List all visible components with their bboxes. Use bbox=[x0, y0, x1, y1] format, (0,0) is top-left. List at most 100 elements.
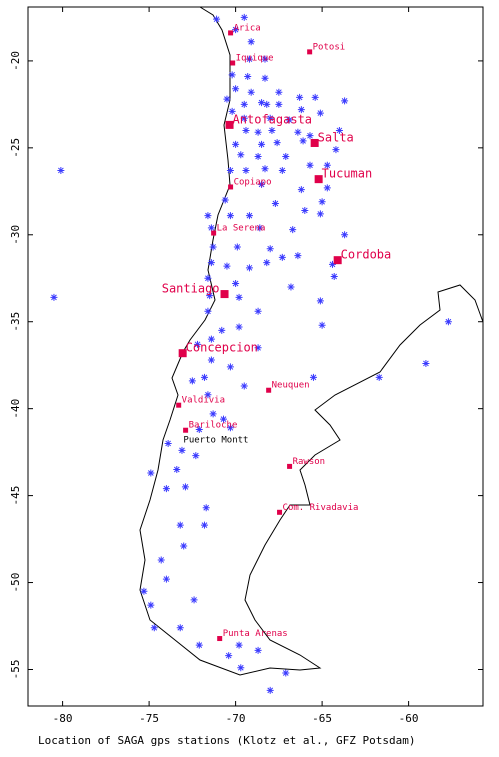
station-marker bbox=[328, 260, 336, 268]
city-marker bbox=[220, 290, 229, 299]
station-marker bbox=[422, 359, 430, 367]
station-marker bbox=[323, 161, 331, 169]
station-marker bbox=[50, 293, 58, 301]
coastline bbox=[139, 6, 484, 676]
station-marker bbox=[341, 97, 349, 105]
station-marker bbox=[289, 226, 297, 234]
y-tick-label: -30 bbox=[9, 225, 22, 245]
city-label: Arica bbox=[234, 23, 261, 33]
station-marker bbox=[242, 126, 250, 134]
station-marker bbox=[316, 210, 324, 218]
station-marker bbox=[176, 521, 184, 529]
place-label: Puerto Montt bbox=[183, 435, 248, 445]
station-marker bbox=[311, 93, 319, 101]
city-marker bbox=[178, 349, 187, 358]
station-marker bbox=[209, 410, 217, 418]
city-marker bbox=[228, 184, 234, 190]
station-marker bbox=[294, 128, 302, 136]
station-marker bbox=[235, 293, 243, 301]
station-marker bbox=[273, 139, 281, 147]
station-marker bbox=[188, 377, 196, 385]
x-tick-label: -60 bbox=[399, 712, 419, 725]
station-marker bbox=[240, 382, 248, 390]
city-label: Valdivia bbox=[182, 396, 225, 406]
station-marker bbox=[162, 575, 170, 583]
station-marker bbox=[232, 140, 240, 148]
city-marker bbox=[225, 120, 234, 129]
station-marker bbox=[147, 601, 155, 609]
station-marker bbox=[299, 137, 307, 145]
station-marker bbox=[223, 95, 231, 103]
station-marker bbox=[278, 253, 286, 261]
station-marker bbox=[263, 259, 271, 267]
city-label: Neuquen bbox=[272, 381, 310, 391]
station-marker bbox=[228, 71, 236, 79]
city-label: Antofagasta bbox=[233, 112, 312, 126]
city-label: Concepcion bbox=[186, 341, 258, 355]
station-marker bbox=[237, 151, 245, 159]
station-marker bbox=[200, 521, 208, 529]
station-marker bbox=[242, 166, 250, 174]
station-marker bbox=[316, 297, 324, 305]
x-tick-label: -70 bbox=[226, 712, 246, 725]
station-marker bbox=[232, 85, 240, 93]
station-marker bbox=[247, 38, 255, 46]
station-marker bbox=[254, 128, 262, 136]
station-marker bbox=[306, 161, 314, 169]
station-marker bbox=[194, 340, 202, 348]
station-marker bbox=[275, 88, 283, 96]
station-marker bbox=[316, 109, 324, 117]
station-marker bbox=[240, 114, 248, 122]
city-label: Tucuman bbox=[322, 167, 373, 181]
station-marker bbox=[228, 107, 236, 115]
station-marker bbox=[221, 196, 229, 204]
station-marker bbox=[254, 646, 262, 654]
station-marker bbox=[297, 106, 305, 114]
station-marker bbox=[180, 542, 188, 550]
station-marker bbox=[287, 283, 295, 291]
station-marker bbox=[190, 596, 198, 604]
station-marker bbox=[323, 184, 331, 192]
station-marker bbox=[195, 641, 203, 649]
x-tick-label: -75 bbox=[139, 712, 159, 725]
station-marker bbox=[213, 15, 221, 23]
y-tick-label: -45 bbox=[9, 486, 22, 506]
station-marker bbox=[157, 556, 165, 564]
station-marker bbox=[207, 224, 215, 232]
station-marker bbox=[444, 318, 452, 326]
station-marker bbox=[206, 292, 214, 300]
city-marker bbox=[307, 49, 313, 55]
station-marker bbox=[164, 439, 172, 447]
city-label: Punta Arenas bbox=[223, 629, 288, 639]
city-marker bbox=[176, 402, 182, 408]
city-marker bbox=[310, 138, 319, 147]
y-tick-label: -50 bbox=[9, 573, 22, 593]
station-marker bbox=[301, 206, 309, 214]
station-marker bbox=[341, 231, 349, 239]
station-marker bbox=[266, 686, 274, 694]
station-marker bbox=[192, 452, 200, 460]
station-marker bbox=[254, 344, 262, 352]
city-marker bbox=[287, 463, 293, 469]
city-label: Rawson bbox=[293, 457, 326, 467]
station-marker bbox=[147, 469, 155, 477]
city-label: Bariloche bbox=[189, 421, 238, 431]
y-tick-label: -20 bbox=[9, 51, 22, 71]
station-marker bbox=[176, 624, 184, 632]
station-marker bbox=[173, 466, 181, 474]
station-marker bbox=[204, 307, 212, 315]
station-marker bbox=[178, 446, 186, 454]
station-marker bbox=[237, 664, 245, 672]
station-marker bbox=[207, 335, 215, 343]
station-marker bbox=[204, 212, 212, 220]
city-label: Cordoba bbox=[341, 248, 392, 262]
city-label: Santiago bbox=[162, 282, 220, 296]
station-marker bbox=[256, 224, 264, 232]
station-marker bbox=[162, 485, 170, 493]
station-marker bbox=[309, 373, 317, 381]
city-marker bbox=[333, 256, 342, 265]
station-marker bbox=[254, 153, 262, 161]
station-marker bbox=[306, 132, 314, 140]
station-marker bbox=[297, 186, 305, 194]
station-marker bbox=[209, 243, 217, 251]
